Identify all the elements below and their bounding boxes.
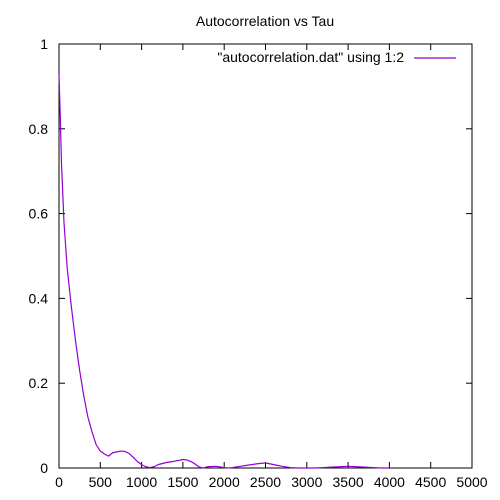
x-tick-label-0: 0 (55, 474, 63, 490)
x-tick-label-1: 500 (89, 474, 113, 490)
y-tick-label-1: 0.2 (29, 375, 49, 391)
legend: "autocorrelation.dat" using 1:2 (217, 49, 456, 65)
y-tick-label-2: 0.4 (29, 290, 49, 306)
y-tick-label-3: 0.6 (29, 206, 49, 222)
x-tick-label-4: 2000 (209, 474, 240, 490)
tick-marks (58, 43, 473, 469)
x-tick-label-10: 5000 (456, 474, 487, 490)
x-tick-label-5: 2500 (250, 474, 281, 490)
x-tick-label-8: 4000 (374, 474, 405, 490)
y-tick-label-4: 0.8 (29, 121, 49, 137)
x-tick-label-7: 3500 (333, 474, 364, 490)
x-tick-label-2: 1000 (126, 474, 157, 490)
y-tick-label-0: 0 (40, 460, 48, 476)
tick-labels: 0 500 1000 1500 2000 2500 3000 3500 4000 4500 5000… (29, 36, 488, 490)
legend-label: "autocorrelation.dat" using 1:2 (217, 49, 404, 65)
chart-title: Autocorrelation vs Tau (196, 13, 334, 29)
x-tick-label-3: 1500 (167, 474, 198, 490)
series-group (58, 73, 390, 469)
x-tick-label-6: 3000 (291, 474, 322, 490)
x-tick-label-9: 4500 (415, 474, 446, 490)
y-tick-label-5: 1 (40, 36, 48, 52)
series-line-0 (58, 73, 390, 469)
